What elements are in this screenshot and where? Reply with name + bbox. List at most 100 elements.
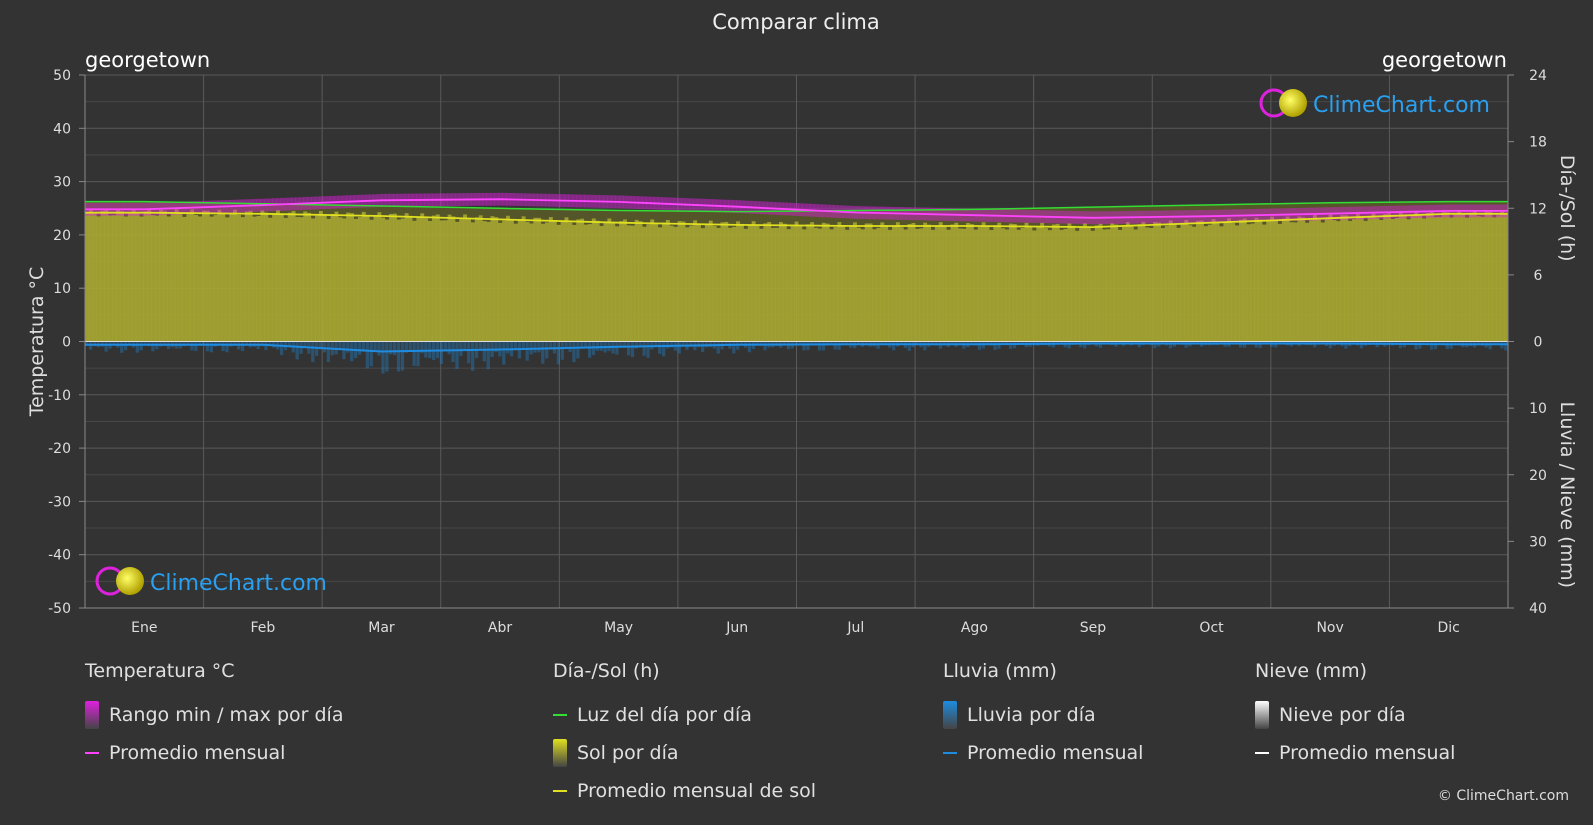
sunshine-bar — [915, 228, 920, 342]
rain-bar — [506, 341, 510, 354]
rain-bar — [626, 341, 631, 356]
daylight-bar — [361, 205, 367, 212]
rain-bar — [268, 341, 272, 346]
sunshine-bar — [545, 222, 550, 342]
rain-bar — [817, 341, 822, 351]
daylight-bar — [584, 209, 589, 225]
sunshine-bar — [256, 215, 261, 342]
sunshine-bar — [1168, 220, 1174, 342]
legend-group-title: Nieve (mm) — [1255, 660, 1367, 682]
daylight-bar — [392, 206, 398, 214]
daylight-bar — [720, 211, 725, 223]
sunshine-bar — [876, 227, 881, 342]
daylight-bar — [853, 210, 858, 223]
sunshine-bar — [638, 221, 643, 342]
sunshine-bar — [1379, 219, 1384, 342]
sunshine-bar — [435, 214, 441, 342]
sunshine-bar — [357, 217, 363, 342]
rain-bar — [599, 341, 603, 351]
right-hours-tick-label: 12 — [1529, 201, 1547, 217]
sunshine-bar — [525, 221, 530, 342]
sunshine-bar — [966, 222, 971, 342]
x-tick-label: Jun — [725, 620, 748, 636]
sunshine-bar — [283, 217, 289, 342]
rain-bar — [537, 341, 541, 353]
sunshine-bar — [700, 228, 706, 342]
sunshine-bar — [1297, 216, 1302, 342]
sunshine-bar — [205, 210, 211, 342]
daylight-bar — [1254, 204, 1259, 218]
daylight-bar — [1016, 208, 1022, 230]
sunshine-bar — [1047, 230, 1053, 342]
rain-bar — [833, 341, 837, 350]
sunshine-bar — [1098, 223, 1103, 342]
sunshine-bar — [1102, 229, 1107, 342]
brand-text-top: ClimeChart.com — [1313, 93, 1490, 118]
rain-bar — [716, 341, 720, 354]
daylight-bar — [463, 207, 468, 215]
sunshine-bar — [439, 220, 445, 342]
daylight-bar — [1363, 202, 1369, 221]
sunshine-bar — [619, 221, 624, 342]
rain-bar — [361, 341, 366, 352]
sunshine-bar — [1184, 219, 1189, 342]
rain-bar — [724, 341, 728, 346]
daylight-bar — [1223, 204, 1228, 223]
daylight-bar — [229, 203, 234, 214]
sunshine-bar — [264, 212, 269, 342]
daylight-bar — [895, 210, 901, 223]
sunshine-bar — [759, 228, 764, 342]
left-tick-label: 50 — [53, 68, 71, 84]
daylight-bar — [428, 206, 433, 221]
daylight-bar — [1367, 202, 1372, 217]
sunshine-bar — [1153, 221, 1158, 342]
sunshine-bar — [1266, 221, 1271, 342]
daylight-bar — [1414, 201, 1419, 212]
axes: 50 40 30 20 10 0 -10 -20 -30 -40 -50 24 18 12 6 0 10 20 30… — [26, 68, 1578, 636]
daylight-bar — [318, 204, 324, 211]
daylight-bar — [365, 205, 370, 216]
rain-bar — [665, 341, 670, 349]
location-left: georgetown — [85, 48, 210, 72]
sunshine-bar — [950, 224, 955, 342]
daylight-bar — [1001, 208, 1006, 229]
rain-bar — [985, 341, 989, 345]
sunshine-avg-line — [85, 211, 1508, 229]
daylight-bar — [712, 211, 717, 226]
sunshine-bar — [88, 208, 94, 342]
sunshine-bar — [244, 211, 250, 342]
daylight-bar — [595, 210, 601, 221]
sunshine-bar — [225, 217, 230, 342]
sunshine-bar — [1258, 219, 1263, 342]
brand-sun-icon — [116, 567, 144, 595]
sunshine-bar — [416, 217, 421, 342]
sunshine-bar — [100, 210, 105, 342]
legend-label: Nieve por día — [1279, 704, 1406, 726]
daylight-bar — [888, 210, 893, 230]
daylight-bar — [560, 209, 565, 221]
sunshine-bar — [116, 209, 121, 342]
daylight-bar — [1476, 201, 1482, 216]
daylight-bar — [736, 211, 741, 222]
rain-bar — [194, 341, 198, 351]
daylight-bar — [782, 211, 788, 224]
sunshine-bar — [494, 217, 499, 342]
daylight-bar — [1406, 201, 1411, 220]
rain-bar — [638, 341, 642, 348]
sunshine-bar — [1406, 219, 1411, 342]
rain-bar — [576, 341, 580, 359]
rain-bar — [233, 341, 237, 346]
sunshine-bar — [463, 214, 468, 342]
sunshine-bar — [517, 219, 523, 342]
legend-swatch — [85, 752, 99, 754]
sunshine-bar — [977, 227, 983, 342]
sunshine-bar — [498, 222, 503, 342]
daylight-bar — [806, 210, 811, 225]
sunshine-bar — [404, 213, 409, 342]
legend-group: Nieve (mm) Nieve por día Promedio mensual — [1255, 660, 1455, 772]
sunshine-bar — [564, 217, 569, 342]
sunshine-bar — [1398, 212, 1404, 342]
legend-label: Rango min / max por día — [109, 704, 344, 726]
daylight-bar — [490, 208, 495, 217]
